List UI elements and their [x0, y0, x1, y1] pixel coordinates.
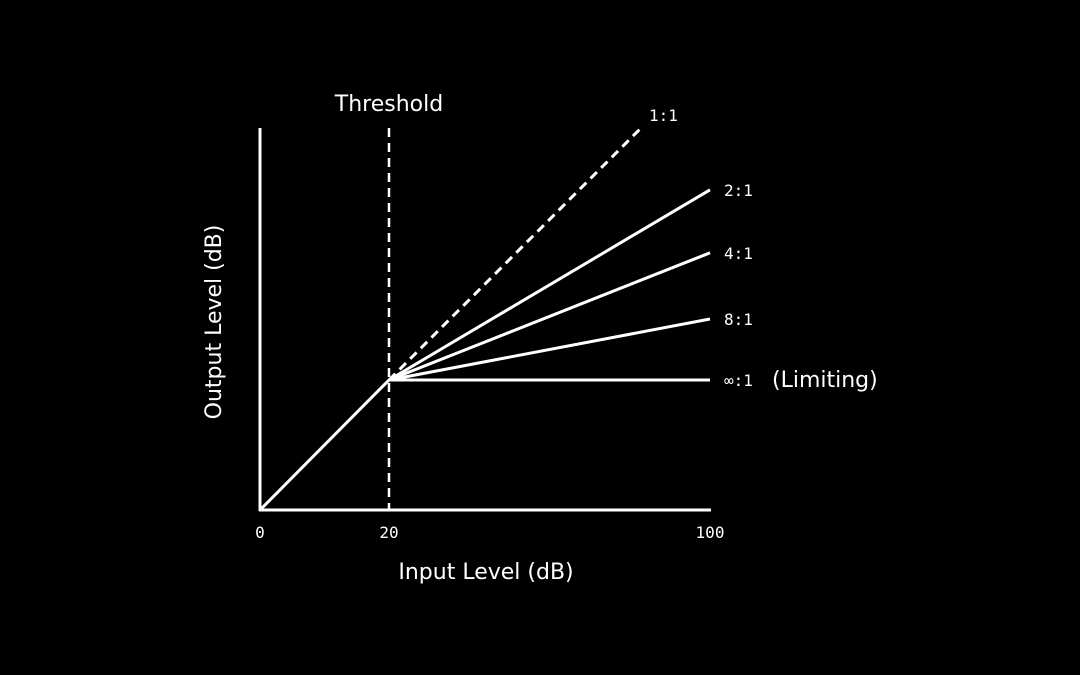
limiting-label: (Limiting) — [772, 368, 878, 393]
ratio-label: 8:1 — [724, 310, 753, 329]
x-tick-label: 20 — [379, 523, 398, 542]
ratio-label: 2:1 — [724, 181, 753, 200]
y-axis-label: Output Level (dB) — [202, 225, 227, 420]
ratio-line-3 — [388, 317, 711, 382]
threshold-label: Threshold — [334, 92, 443, 117]
ratio-line-2 — [388, 251, 711, 382]
x-tick-label: 0 — [255, 523, 265, 542]
x-axis-label: Input Level (dB) — [398, 560, 573, 585]
x-tick-label: 100 — [696, 523, 725, 542]
ratio-label: 1:1 — [649, 106, 678, 125]
ratio-label: ∞:1 — [724, 371, 753, 390]
below-threshold-line — [258, 378, 391, 512]
ratio-line-1 — [388, 188, 711, 382]
ratio-label: 4:1 — [724, 244, 753, 263]
